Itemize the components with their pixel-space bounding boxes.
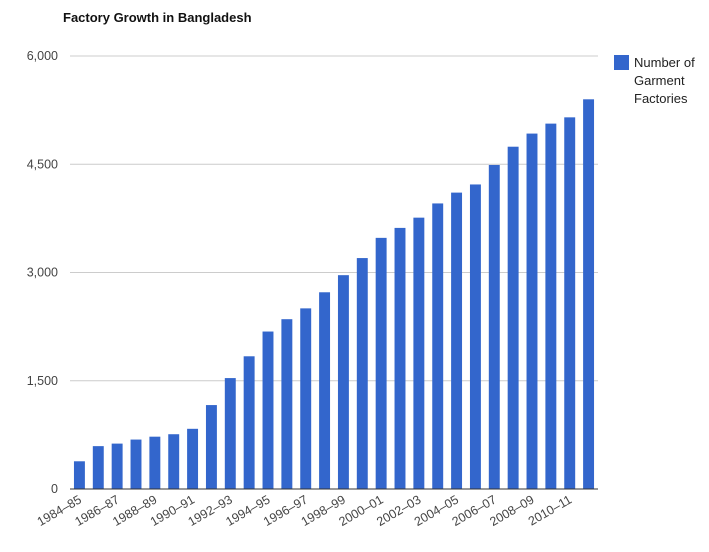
bar <box>243 356 255 489</box>
bar <box>300 308 312 489</box>
bar <box>469 184 481 489</box>
bar <box>526 133 538 489</box>
bar <box>130 439 142 489</box>
y-tick-label: 6,000 <box>27 49 58 63</box>
bar <box>92 446 104 489</box>
bar <box>337 275 349 489</box>
bar <box>224 378 236 489</box>
bar <box>394 227 406 489</box>
bar <box>111 443 123 489</box>
bar <box>149 436 161 489</box>
bar <box>583 99 595 490</box>
bars <box>73 99 595 490</box>
bar <box>375 237 387 489</box>
y-axis-tick-labels: 0 1,500 3,000 4,500 6,000 <box>27 49 58 496</box>
gridlines <box>70 55 598 382</box>
legend-label: Number of Garment Factories <box>634 55 695 106</box>
bar <box>488 164 500 489</box>
legend-swatch <box>614 55 629 70</box>
bar <box>73 461 85 489</box>
y-tick-label: 3,000 <box>27 266 58 280</box>
bar <box>356 258 368 489</box>
chart-title: Factory Growth in Bangladesh <box>63 10 252 25</box>
bar <box>545 123 557 489</box>
x-axis-tick-labels: 1984–851986–871988–891990–911992–931994–… <box>35 492 574 528</box>
bar <box>507 146 519 489</box>
bar <box>319 292 331 489</box>
bar <box>564 117 576 489</box>
x-tick-label: 2010–11 <box>526 492 574 528</box>
bar <box>281 319 293 489</box>
bar <box>168 434 180 489</box>
bar <box>187 428 199 489</box>
bar <box>432 203 444 489</box>
y-tick-label: 1,500 <box>27 374 58 388</box>
bar <box>413 217 425 490</box>
bar <box>205 405 217 489</box>
y-tick-label: 4,500 <box>27 157 58 171</box>
bar <box>451 192 463 489</box>
y-tick-label: 0 <box>51 482 58 496</box>
bar <box>262 331 274 489</box>
